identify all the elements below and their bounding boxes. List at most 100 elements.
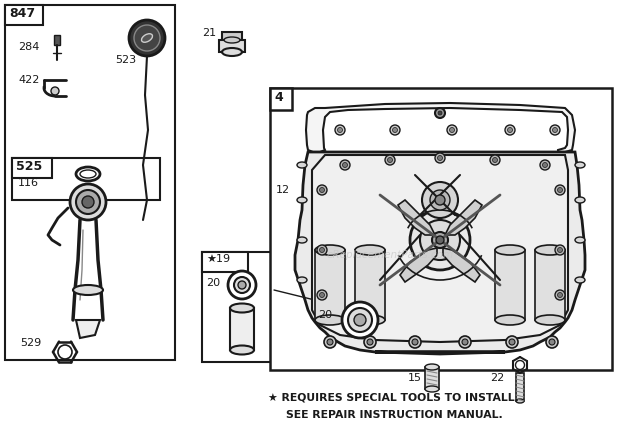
Text: 20: 20: [318, 310, 332, 320]
Bar: [54, 35, 60, 45]
Circle shape: [509, 339, 515, 345]
Circle shape: [555, 185, 565, 195]
Circle shape: [58, 345, 72, 359]
Text: 847: 847: [9, 7, 35, 20]
Circle shape: [490, 155, 500, 165]
Ellipse shape: [495, 245, 525, 255]
Circle shape: [129, 20, 165, 56]
Ellipse shape: [297, 162, 307, 168]
Circle shape: [557, 187, 562, 193]
Circle shape: [340, 160, 350, 170]
Polygon shape: [76, 320, 100, 338]
Circle shape: [392, 128, 397, 132]
Circle shape: [422, 182, 458, 218]
Circle shape: [238, 281, 246, 289]
Circle shape: [552, 128, 557, 132]
Circle shape: [390, 125, 400, 135]
Text: ★19: ★19: [206, 254, 230, 264]
Text: 12: 12: [276, 185, 290, 195]
Bar: [270, 88, 612, 370]
Bar: [230, 308, 254, 350]
Circle shape: [134, 25, 160, 51]
Circle shape: [515, 360, 525, 369]
Ellipse shape: [575, 162, 585, 168]
Circle shape: [450, 128, 454, 132]
Ellipse shape: [297, 237, 307, 243]
Circle shape: [319, 293, 324, 297]
Text: 116: 116: [18, 178, 39, 188]
Circle shape: [317, 185, 327, 195]
Circle shape: [550, 125, 560, 135]
Ellipse shape: [141, 34, 153, 42]
Text: 4: 4: [274, 91, 283, 104]
Text: 422: 422: [18, 75, 40, 85]
Ellipse shape: [230, 346, 254, 355]
Circle shape: [430, 190, 450, 210]
Ellipse shape: [315, 245, 345, 255]
Circle shape: [435, 108, 445, 118]
Ellipse shape: [355, 245, 385, 255]
Circle shape: [557, 293, 562, 297]
Circle shape: [76, 190, 100, 214]
Circle shape: [410, 210, 470, 270]
Circle shape: [319, 187, 324, 193]
Bar: [355, 250, 385, 320]
Circle shape: [412, 339, 418, 345]
Polygon shape: [306, 103, 575, 152]
Circle shape: [546, 336, 558, 348]
Circle shape: [438, 111, 442, 115]
Circle shape: [335, 125, 345, 135]
Text: 523: 523: [115, 55, 136, 65]
Circle shape: [342, 302, 378, 338]
Circle shape: [432, 232, 448, 248]
Circle shape: [459, 336, 471, 348]
Ellipse shape: [224, 37, 240, 43]
Circle shape: [324, 336, 336, 348]
Circle shape: [327, 339, 333, 345]
Circle shape: [234, 277, 250, 293]
Text: ★ REQUIRES SPECIAL TOOLS TO INSTALL.: ★ REQUIRES SPECIAL TOOLS TO INSTALL.: [268, 392, 519, 402]
Text: eReplacementParts.com: eReplacementParts.com: [327, 250, 454, 260]
Ellipse shape: [355, 315, 385, 325]
Bar: [425, 367, 439, 389]
Ellipse shape: [535, 315, 565, 325]
Circle shape: [542, 162, 547, 168]
Ellipse shape: [516, 399, 524, 403]
Polygon shape: [398, 200, 435, 235]
Bar: [5, 5, 43, 25]
Circle shape: [354, 314, 366, 326]
Circle shape: [342, 162, 347, 168]
Ellipse shape: [575, 277, 585, 283]
Circle shape: [540, 160, 550, 170]
Circle shape: [505, 125, 515, 135]
Circle shape: [447, 125, 457, 135]
Circle shape: [82, 196, 94, 208]
Circle shape: [70, 184, 106, 220]
Circle shape: [364, 336, 376, 348]
Bar: [12, 158, 52, 178]
Circle shape: [508, 128, 513, 132]
Bar: [516, 373, 524, 401]
Text: SEE REPAIR INSTRUCTION MANUAL.: SEE REPAIR INSTRUCTION MANUAL.: [286, 410, 503, 420]
Text: 15: 15: [408, 373, 422, 383]
Circle shape: [388, 157, 392, 162]
Bar: [202, 252, 274, 362]
Ellipse shape: [425, 364, 439, 370]
Circle shape: [348, 308, 372, 332]
Text: 284: 284: [18, 42, 40, 52]
Ellipse shape: [575, 197, 585, 203]
Circle shape: [435, 195, 445, 205]
Ellipse shape: [297, 277, 307, 283]
Bar: [270, 88, 292, 110]
Polygon shape: [295, 152, 585, 354]
Circle shape: [367, 339, 373, 345]
Circle shape: [228, 271, 256, 299]
Circle shape: [555, 290, 565, 300]
Ellipse shape: [76, 167, 100, 181]
Circle shape: [337, 128, 342, 132]
Text: 525: 525: [16, 160, 42, 173]
Text: 21: 21: [202, 28, 216, 38]
Polygon shape: [443, 248, 480, 282]
Circle shape: [409, 336, 421, 348]
Polygon shape: [445, 200, 482, 235]
